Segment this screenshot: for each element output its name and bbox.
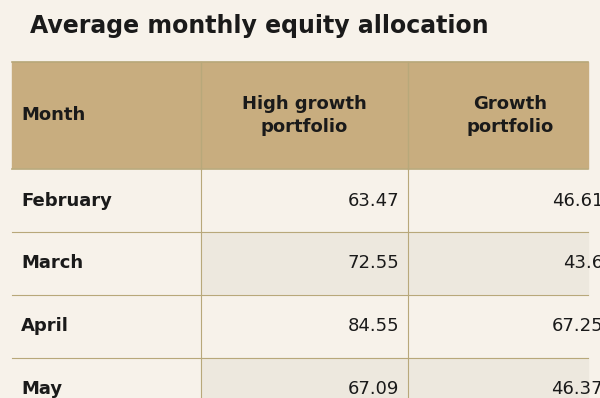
Bar bbox=[12, 62, 588, 169]
Text: Average monthly equity allocation: Average monthly equity allocation bbox=[30, 14, 488, 38]
Bar bbox=[12, 295, 588, 358]
Bar bbox=[12, 358, 588, 398]
Text: February: February bbox=[21, 191, 112, 210]
Bar bbox=[201, 232, 588, 295]
Bar bbox=[12, 169, 588, 232]
Text: Month: Month bbox=[21, 106, 85, 125]
Text: May: May bbox=[21, 380, 62, 398]
Text: 67.25: 67.25 bbox=[551, 317, 600, 336]
Text: March: March bbox=[21, 254, 83, 273]
Bar bbox=[201, 358, 588, 398]
Text: Growth
portfolio: Growth portfolio bbox=[466, 95, 554, 136]
Text: 43.6: 43.6 bbox=[563, 254, 600, 273]
Text: April: April bbox=[21, 317, 69, 336]
Text: 63.47: 63.47 bbox=[347, 191, 399, 210]
Text: 46.61: 46.61 bbox=[551, 191, 600, 210]
Text: High growth
portfolio: High growth portfolio bbox=[242, 95, 367, 136]
Text: 72.55: 72.55 bbox=[347, 254, 399, 273]
Bar bbox=[12, 232, 588, 295]
Text: 67.09: 67.09 bbox=[347, 380, 399, 398]
Text: 46.37: 46.37 bbox=[551, 380, 600, 398]
Text: 84.55: 84.55 bbox=[347, 317, 399, 336]
